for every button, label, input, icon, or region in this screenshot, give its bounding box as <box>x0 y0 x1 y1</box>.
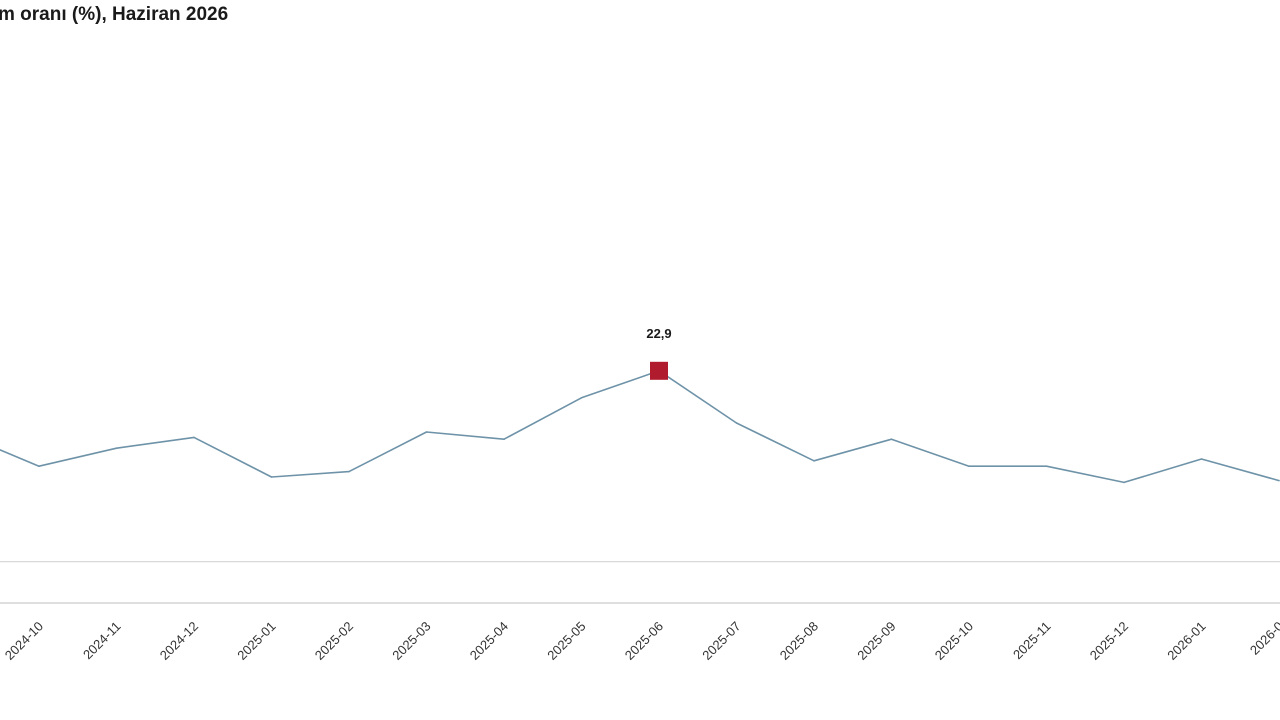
highlight-value-label: 22,9 <box>646 326 671 341</box>
x-tick-label-15: 2025-12 <box>1087 619 1131 663</box>
x-tick-label-14: 2025-11 <box>1010 619 1054 663</box>
data-point-2025-01 <box>270 476 273 478</box>
x-tick-label-1: 2024-10 <box>2 619 46 663</box>
x-tick-label-12: 2025-09 <box>854 619 898 663</box>
x-tick-label-3: 2024-12 <box>157 619 201 663</box>
x-tick-label-6: 2025-03 <box>389 619 433 663</box>
x-tick-label-8: 2025-05 <box>544 619 588 663</box>
x-tick-label-7: 2025-04 <box>467 619 511 663</box>
x-tick-label-9: 2025-06 <box>622 619 666 663</box>
chart-title: m oranı (%), Haziran 2026 <box>0 4 229 25</box>
data-point-2025-07 <box>735 422 738 424</box>
x-tick-label-4: 2025-01 <box>234 619 278 663</box>
data-point-2025-11 <box>1045 465 1048 468</box>
data-point-2025-09 <box>890 438 893 441</box>
x-tick-label-16: 2026-01 <box>1164 619 1208 663</box>
x-tick-label-2: 2024-11 <box>80 619 124 663</box>
highlight-marker <box>650 361 668 380</box>
data-point-2024-10 <box>38 465 40 468</box>
data-point-2025-05 <box>580 397 583 399</box>
data-point-2025-03 <box>425 431 428 433</box>
data-point-2025-12 <box>1123 481 1125 484</box>
data-point-2025-04 <box>503 438 505 441</box>
data-point-2024-11 <box>115 447 118 450</box>
x-tick-label-5: 2025-02 <box>312 619 356 663</box>
data-point-2024-12 <box>193 436 195 439</box>
series-line <box>0 369 1280 484</box>
data-point-2025-10 <box>968 465 970 468</box>
data-point-2026-01 <box>1200 458 1203 460</box>
data-point-2025-08 <box>813 460 815 462</box>
data-point-2025-02 <box>348 470 350 473</box>
data-point-2026-02 <box>1278 479 1280 482</box>
x-tick-label-13: 2025-10 <box>932 619 976 663</box>
x-tick-label-11: 2025-08 <box>777 619 821 663</box>
x-tick-label-10: 2025-07 <box>699 619 743 663</box>
x-tick-label-17: 2026-0 <box>1247 619 1280 658</box>
